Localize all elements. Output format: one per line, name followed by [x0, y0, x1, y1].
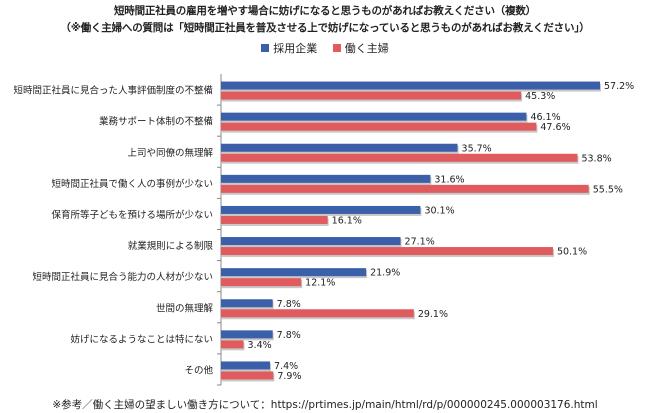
bar-employer: [221, 112, 527, 121]
bar-housewife: [221, 122, 537, 131]
data-label-employer: 35.7%: [462, 143, 492, 154]
bar-housewife: [221, 340, 244, 349]
chart-legend: 採用企業 働く主婦: [0, 40, 650, 56]
data-label-housewife: 47.6%: [540, 122, 570, 133]
bar-employer: [221, 237, 401, 246]
category-label: 保育所等子どもを預ける場所が少ない: [51, 209, 213, 221]
legend-item-employer: 採用企業: [261, 40, 317, 56]
data-label-employer: 57.2%: [604, 81, 634, 92]
category-label: 短時間正社員に見合う能力の人材が少ない: [32, 271, 213, 283]
data-label-housewife: 29.1%: [418, 309, 448, 320]
data-label-employer: 7.4%: [274, 361, 298, 372]
bar-housewife: [221, 371, 274, 380]
bar-employer: [221, 361, 271, 370]
data-label-housewife: 45.3%: [525, 91, 555, 102]
bar-employer: [221, 174, 431, 183]
data-label-employer: 46.1%: [530, 112, 560, 123]
legend-label-employer: 採用企業: [273, 42, 318, 55]
category-label: 業務サポート体制の不整備: [99, 116, 213, 128]
data-label-housewife: 55.5%: [593, 184, 623, 195]
chart-subtitle: （※働く主婦への質問は「短時間正社員を普及させる上で妨げになっていると思うものが…: [60, 22, 590, 34]
data-label-employer: 31.6%: [434, 174, 464, 185]
bar-employer: [221, 81, 600, 90]
category-label: 世間の無理解: [156, 302, 214, 314]
data-label-housewife: 3.4%: [248, 340, 272, 351]
bar-housewife: [221, 153, 578, 162]
category-label: 就業規則による制限: [128, 240, 214, 252]
bar-housewife: [221, 215, 328, 224]
data-label-employer: 7.8%: [277, 330, 301, 341]
bar-employer: [221, 268, 367, 277]
data-label-employer: 30.1%: [424, 205, 454, 216]
bar-housewife: [221, 278, 302, 287]
bar-employer: [221, 330, 273, 339]
category-label: 上司や同僚の無理解: [127, 147, 213, 159]
category-label: 短時間正社員で働く人の事例が少ない: [51, 178, 213, 190]
bar-housewife: [221, 309, 414, 318]
data-label-housewife: 53.8%: [581, 153, 611, 164]
category-label: 短時間正社員に見合った人事評価制度の不整備: [13, 85, 213, 97]
reference-footer: ※参考／働く主婦の望ましい働き方について：https://prtimes.jp/…: [52, 399, 598, 411]
data-label-employer: 27.1%: [405, 237, 435, 248]
category-label: 妨げになるようなことは特にない: [70, 333, 213, 345]
category-label: その他: [184, 364, 213, 376]
legend-label-housewife: 働く主婦: [344, 42, 389, 55]
chart-title: 短時間正社員の雇用を増やす場合に妨げになると思うものがあればお教えください（複数…: [114, 5, 536, 17]
bar-housewife: [221, 91, 522, 100]
data-label-employer: 21.9%: [370, 268, 400, 279]
bar-housewife: [221, 247, 553, 256]
legend-item-housewife: 働く主婦: [332, 40, 389, 56]
data-label-employer: 7.8%: [277, 299, 301, 310]
bar-housewife: [221, 184, 589, 193]
bar-employer: [221, 299, 273, 308]
legend-swatch-housewife: [332, 44, 341, 52]
legend-swatch-employer: [261, 44, 270, 52]
data-label-housewife: 16.1%: [332, 215, 362, 226]
bar-employer: [221, 205, 421, 214]
data-label-housewife: 50.1%: [557, 247, 587, 258]
data-label-housewife: 7.9%: [277, 371, 301, 382]
bar-employer: [221, 143, 458, 152]
data-label-housewife: 12.1%: [305, 278, 335, 289]
